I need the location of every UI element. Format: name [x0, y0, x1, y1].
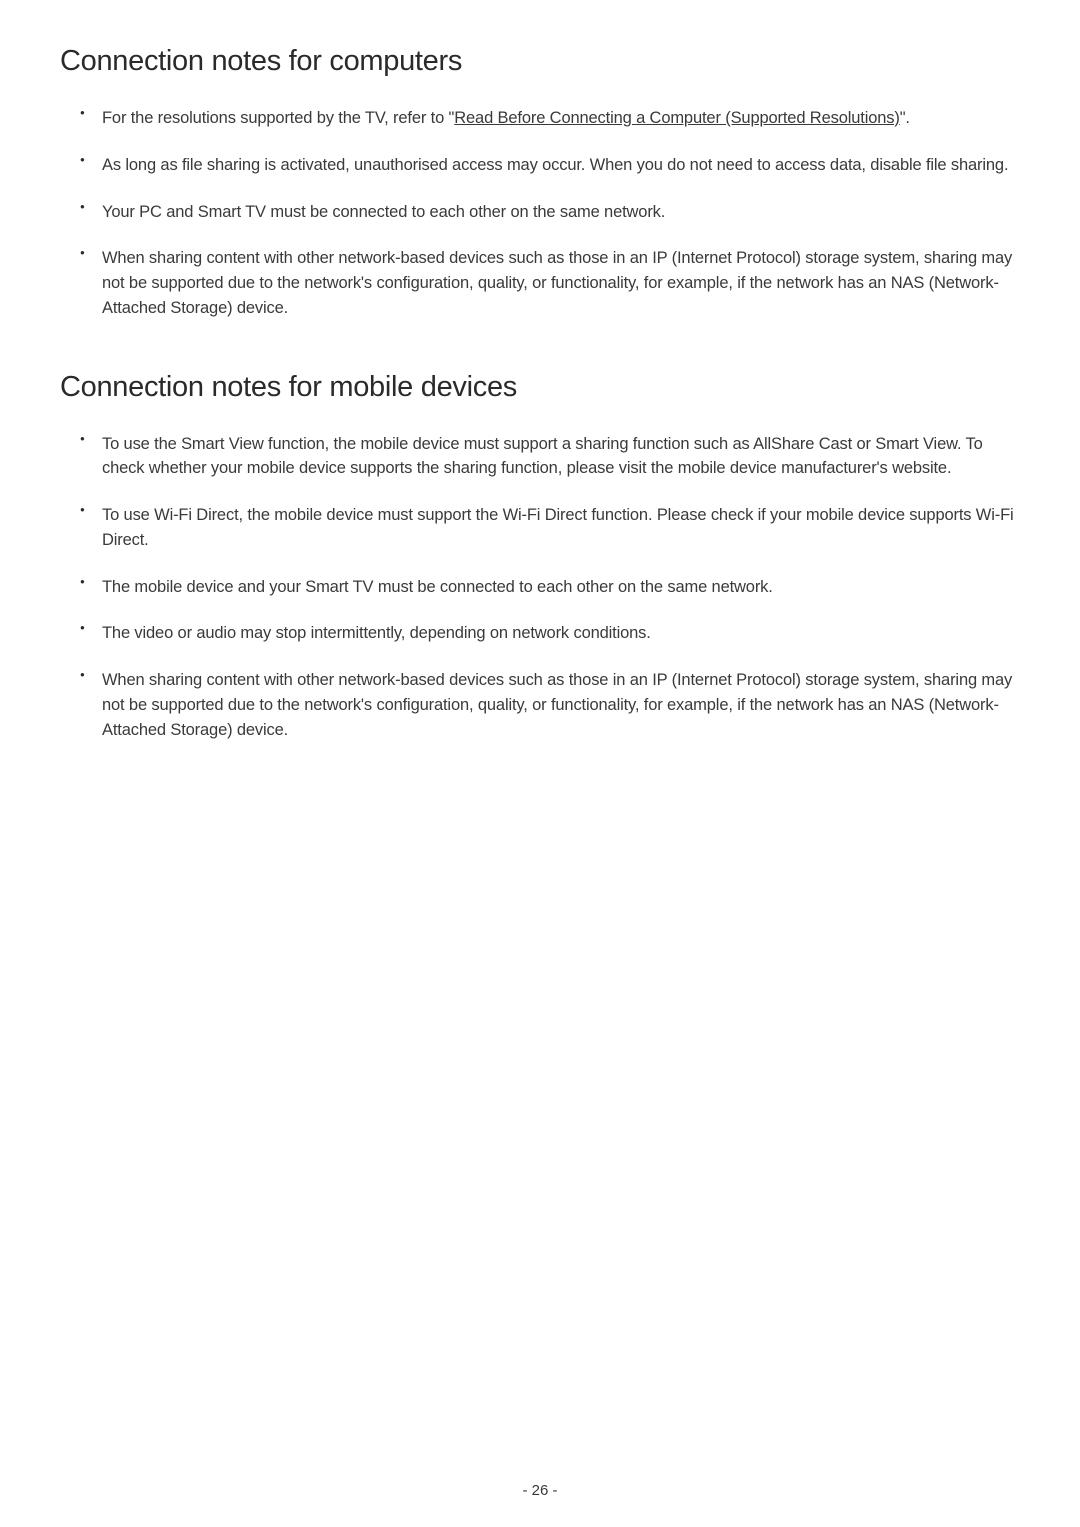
list-item: To use Wi-Fi Direct, the mobile device m… — [80, 503, 1020, 553]
list-item: As long as file sharing is activated, un… — [80, 153, 1020, 178]
list-item: The mobile device and your Smart TV must… — [80, 575, 1020, 600]
list-item: To use the Smart View function, the mobi… — [80, 432, 1020, 482]
list-item: The video or audio may stop intermittent… — [80, 621, 1020, 646]
computers-heading: Connection notes for computers — [60, 45, 1020, 78]
list-item: When sharing content with other network-… — [80, 246, 1020, 320]
mobile-list: To use the Smart View function, the mobi… — [60, 432, 1020, 743]
page-number: - 26 - — [0, 1482, 1080, 1499]
item-text-suffix: ". — [900, 109, 910, 127]
mobile-heading: Connection notes for mobile devices — [60, 371, 1020, 404]
item-text-prefix: For the resolutions supported by the TV,… — [102, 109, 454, 127]
list-item: For the resolutions supported by the TV,… — [80, 106, 1020, 131]
supported-resolutions-link[interactable]: Read Before Connecting a Computer (Suppo… — [454, 109, 899, 127]
page-content: Connection notes for computers For the r… — [60, 45, 1020, 742]
list-item: When sharing content with other network-… — [80, 668, 1020, 742]
list-item: Your PC and Smart TV must be connected t… — [80, 200, 1020, 225]
computers-list: For the resolutions supported by the TV,… — [60, 106, 1020, 321]
